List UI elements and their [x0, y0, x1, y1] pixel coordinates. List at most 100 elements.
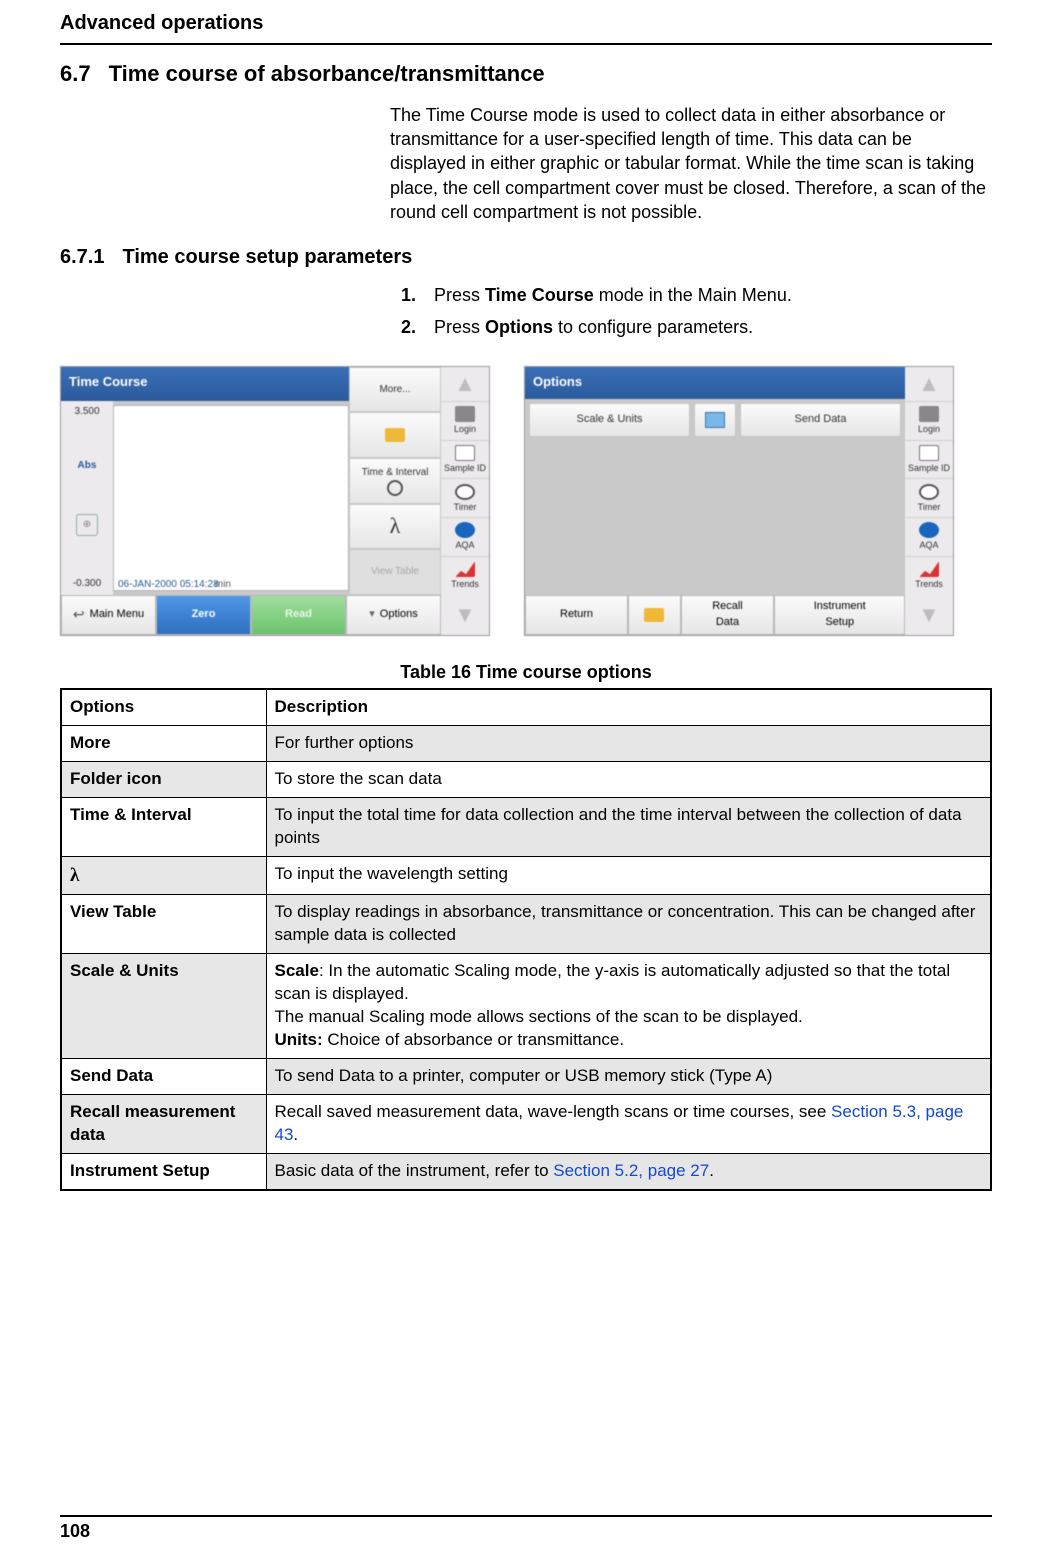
timestamp: 06-JAN-2000 05:14:28 — [118, 578, 219, 592]
label: AQA — [455, 539, 474, 551]
step-text: Press Time Course mode in the Main Menu. — [434, 283, 792, 307]
lambda-button[interactable]: λ — [349, 504, 441, 550]
send-icon-button[interactable] — [694, 403, 736, 437]
opt-name: More — [61, 726, 266, 762]
table-row: Recall measurement data Recall saved mea… — [61, 1094, 991, 1153]
more-button[interactable]: More... — [349, 367, 441, 413]
abs-label[interactable]: Abs — [78, 459, 97, 473]
opt-desc: Scale: In the automatic Scaling mode, th… — [266, 954, 991, 1059]
label: Instrument — [814, 601, 866, 612]
folder-icon — [644, 608, 664, 622]
table-row: Send Data To send Data to a printer, com… — [61, 1059, 991, 1095]
send-data-button[interactable]: Send Data — [740, 403, 901, 437]
section-intro: The Time Course mode is used to collect … — [390, 103, 992, 224]
opt-name: Send Data — [61, 1059, 266, 1095]
step-number: 1. — [390, 283, 416, 307]
label: Trends — [915, 578, 943, 590]
clock-icon — [387, 480, 403, 496]
label: Time & Interval — [362, 466, 429, 480]
scroll-down-icon[interactable]: ▼ — [905, 595, 953, 635]
xref-link[interactable]: Section 5.2, page 27 — [553, 1161, 709, 1180]
table-row: Scale & Units Scale: In the automatic Sc… — [61, 954, 991, 1059]
screenshot-row: Time Course ▲ 3.500 Abs ⊕ -0.300 06-JAN-… — [60, 366, 992, 636]
subsection-title: Time course setup parameters — [122, 244, 412, 271]
scroll-up-icon[interactable]: ▲ — [441, 367, 489, 401]
trends-button[interactable]: Trends — [441, 556, 489, 595]
col-options: Options — [61, 689, 266, 725]
scale-units-button[interactable]: Scale & Units — [529, 403, 690, 437]
label: Trends — [451, 578, 479, 590]
trends-icon — [919, 561, 939, 577]
instrument-setup-button[interactable]: InstrumentSetup — [774, 595, 905, 635]
opt-desc: To display readings in absorbance, trans… — [266, 895, 991, 954]
timer-button[interactable]: Timer — [905, 478, 953, 517]
subsection-number: 6.7.1 — [60, 244, 104, 271]
section-title: Time course of absorbance/transmittance — [109, 59, 545, 89]
timer-icon — [919, 484, 939, 500]
trends-button[interactable]: Trends — [905, 556, 953, 595]
text: : In the automatic Scaling mode, the y-a… — [275, 961, 951, 1003]
return-button[interactable]: Return — [525, 595, 628, 635]
right-toolbar: Login Sample ID Timer AQA Trends — [441, 401, 489, 595]
section-number: 6.7 — [60, 59, 91, 89]
screenshot-options: Options Scale & Units Send Data ▲ Login … — [524, 366, 954, 636]
opt-name: Recall measurement data — [61, 1094, 266, 1153]
label: Timer — [454, 501, 477, 513]
zoom-icon[interactable]: ⊕ — [76, 514, 98, 536]
x-unit: min — [215, 578, 231, 592]
table-row: Instrument Setup Basic data of the instr… — [61, 1153, 991, 1189]
main-menu-button[interactable]: Main Menu — [61, 595, 156, 635]
opt-name: λ — [61, 856, 266, 895]
lambda-icon: λ — [390, 515, 401, 537]
label: Login — [454, 423, 476, 435]
table-caption: Table 16 Time course options — [60, 660, 992, 684]
text: Recall saved measurement data, wave-leng… — [275, 1102, 832, 1121]
folder-button[interactable] — [628, 595, 681, 635]
timer-button[interactable]: Timer — [441, 478, 489, 517]
recall-data-button[interactable]: RecallData — [681, 595, 775, 635]
login-button[interactable]: Login — [905, 401, 953, 440]
opt-desc: Recall saved measurement data, wave-leng… — [266, 1094, 991, 1153]
bold-term: Scale — [275, 961, 319, 980]
bottom-bar: Main Menu Zero Read Options — [61, 595, 441, 635]
login-icon — [455, 406, 475, 422]
options-button[interactable]: Options — [346, 595, 441, 635]
y-axis: 3.500 Abs ⊕ -0.300 — [61, 401, 113, 595]
step-2: 2. Press Options to configure parameters… — [390, 315, 992, 339]
label: Sample ID — [908, 462, 950, 474]
bottom-bar: Return RecallData InstrumentSetup — [525, 595, 905, 635]
label: Recall — [712, 601, 743, 612]
step-number: 2. — [390, 315, 416, 339]
table-row: More For further options — [61, 726, 991, 762]
time-interval-button[interactable]: Time & Interval — [349, 458, 441, 504]
folder-button[interactable] — [349, 412, 441, 458]
opt-desc: To store the scan data — [266, 761, 991, 797]
opt-name: Scale & Units — [61, 954, 266, 1059]
bold-term: Time Course — [485, 285, 594, 305]
opt-desc: For further options — [266, 726, 991, 762]
y-min: -0.300 — [73, 577, 101, 591]
scroll-down-icon[interactable]: ▼ — [441, 595, 489, 635]
table-header-row: Options Description — [61, 689, 991, 725]
aqa-button[interactable]: AQA — [441, 517, 489, 556]
read-button[interactable]: Read — [251, 595, 346, 635]
zero-button[interactable]: Zero — [156, 595, 251, 635]
aqa-button[interactable]: AQA — [905, 517, 953, 556]
label: Options — [380, 607, 418, 622]
login-icon — [919, 406, 939, 422]
opt-name: Instrument Setup — [61, 1153, 266, 1189]
text: Press — [434, 317, 485, 337]
right-toolbar: Login Sample ID Timer AQA Trends — [905, 401, 953, 595]
sample-id-button[interactable]: Sample ID — [905, 440, 953, 479]
opt-desc: To input the wavelength setting — [266, 856, 991, 895]
col-description: Description — [266, 689, 991, 725]
text: Basic data of the instrument, refer to — [275, 1161, 554, 1180]
scroll-up-icon[interactable]: ▲ — [905, 367, 953, 401]
page-footer: 108 — [60, 1515, 992, 1543]
page-number: 108 — [60, 1517, 992, 1543]
step-text: Press Options to configure parameters. — [434, 315, 753, 339]
opt-name: Folder icon — [61, 761, 266, 797]
options-column: More... Time & Interval λ View Table — [349, 367, 441, 595]
login-button[interactable]: Login — [441, 401, 489, 440]
sample-id-button[interactable]: Sample ID — [441, 440, 489, 479]
